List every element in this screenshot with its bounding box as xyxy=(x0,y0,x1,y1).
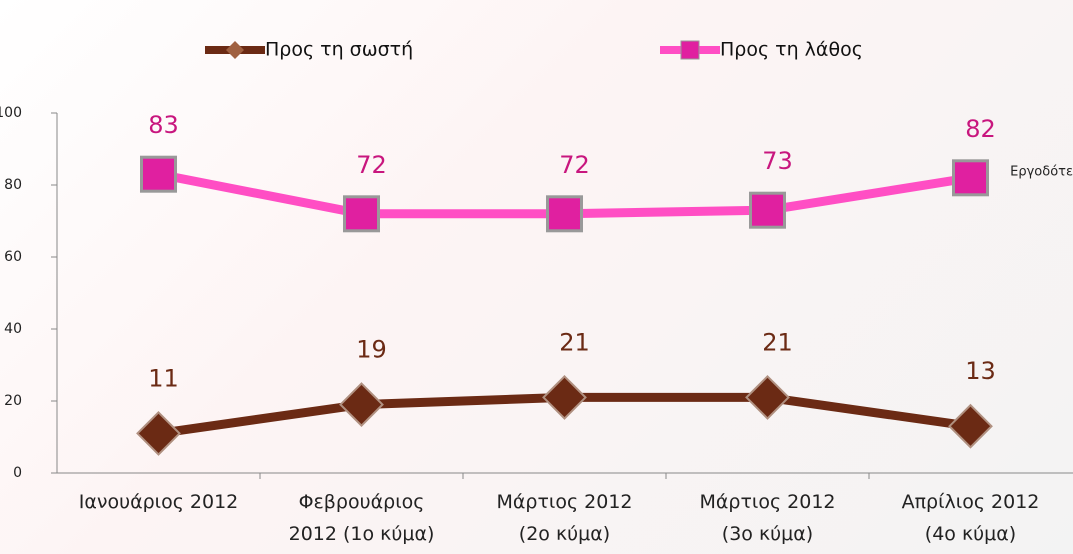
legend-label: Προς τη λάθος xyxy=(720,39,863,61)
data-label: 21 xyxy=(559,328,590,356)
annotation: Εργοδότε xyxy=(1010,165,1073,180)
data-label: 82 xyxy=(965,115,996,143)
data-label: 13 xyxy=(965,357,996,385)
data-label: 72 xyxy=(559,151,590,179)
legend-marker xyxy=(226,41,244,59)
marker xyxy=(749,191,786,229)
x-tick-label: Ιανουάριος 2012 xyxy=(79,491,239,513)
data-label: 11 xyxy=(148,364,179,392)
data-label: 19 xyxy=(356,336,387,364)
data-label: 72 xyxy=(356,151,387,179)
marker xyxy=(136,410,181,456)
y-tick-label: 0 xyxy=(13,465,22,481)
marker xyxy=(542,374,587,420)
y-tick-label: 20 xyxy=(4,393,22,409)
marker xyxy=(745,374,790,420)
x-tick-label: Απρίλιος 2012 (4ο κύμα) xyxy=(902,491,1040,545)
x-tick-label: Μάρτιος 2012 (2ο κύμα) xyxy=(496,491,632,545)
y-tick-label: 100 xyxy=(0,105,22,121)
data-label: 83 xyxy=(148,111,179,139)
x-tick-label: Φεβρουάριος 2012 (1ο κύμα) xyxy=(289,491,435,545)
y-tick-label: 80 xyxy=(4,177,22,193)
marker xyxy=(948,403,993,449)
marker xyxy=(140,155,177,193)
marker xyxy=(343,195,380,233)
data-label: 21 xyxy=(762,328,793,356)
x-tick-label: Μάρτιος 2012 (3ο κύμα) xyxy=(699,491,835,545)
marker xyxy=(546,195,583,233)
marker xyxy=(339,382,384,428)
legend-marker xyxy=(680,40,700,60)
data-label: 73 xyxy=(762,147,793,175)
marker xyxy=(952,159,989,197)
legend-label: Προς τη σωστή xyxy=(265,39,413,61)
y-tick-label: 60 xyxy=(4,249,22,265)
y-tick-label: 40 xyxy=(4,321,22,337)
